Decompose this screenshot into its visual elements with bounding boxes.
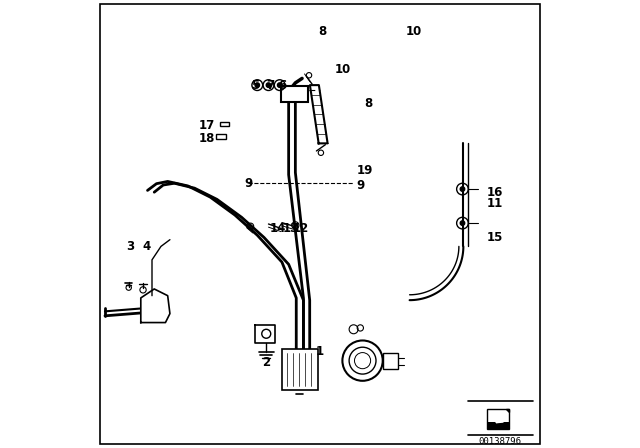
Text: 2: 2 <box>262 356 270 370</box>
Text: 5: 5 <box>251 78 259 92</box>
Text: 19: 19 <box>356 164 373 177</box>
Text: 11: 11 <box>486 197 503 211</box>
Polygon shape <box>310 85 328 143</box>
Circle shape <box>278 83 282 87</box>
Text: 16: 16 <box>486 186 503 199</box>
Text: 6: 6 <box>278 78 286 92</box>
FancyBboxPatch shape <box>383 353 398 369</box>
Text: 8: 8 <box>364 96 372 110</box>
FancyBboxPatch shape <box>220 122 228 126</box>
Text: 12: 12 <box>293 222 309 235</box>
Text: 15: 15 <box>486 231 503 244</box>
Text: 3: 3 <box>127 240 134 253</box>
Text: 8: 8 <box>318 25 326 38</box>
Text: 18: 18 <box>198 132 215 146</box>
Text: 7: 7 <box>266 78 274 92</box>
Polygon shape <box>141 289 170 323</box>
Text: 10: 10 <box>406 25 422 38</box>
Circle shape <box>460 187 465 191</box>
Polygon shape <box>506 409 509 412</box>
Text: 9: 9 <box>356 179 364 193</box>
FancyBboxPatch shape <box>281 86 308 102</box>
FancyBboxPatch shape <box>282 349 318 390</box>
FancyBboxPatch shape <box>216 134 226 139</box>
Text: 14: 14 <box>270 222 287 235</box>
Text: 17: 17 <box>198 119 215 132</box>
Text: 00138796: 00138796 <box>479 437 522 446</box>
Circle shape <box>255 83 260 87</box>
Circle shape <box>266 83 271 87</box>
Circle shape <box>460 221 465 225</box>
FancyBboxPatch shape <box>487 422 509 429</box>
Text: 1: 1 <box>316 345 324 358</box>
Text: 9: 9 <box>244 177 252 190</box>
Text: 4: 4 <box>143 240 151 253</box>
Text: 10: 10 <box>334 63 351 76</box>
FancyBboxPatch shape <box>487 409 509 429</box>
Text: 13: 13 <box>283 222 299 235</box>
